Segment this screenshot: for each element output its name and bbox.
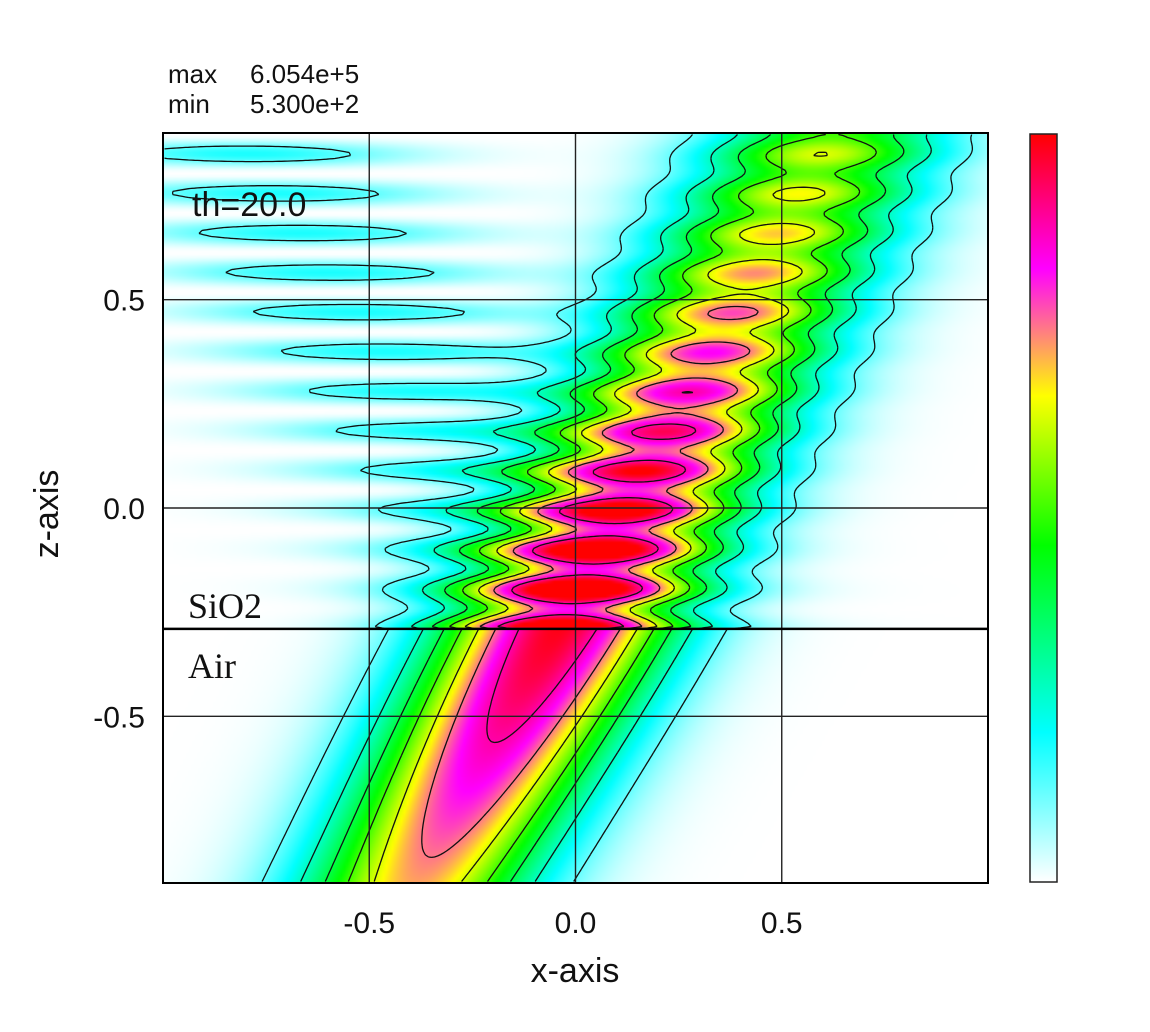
y-tick-label: 0.0 (103, 493, 145, 526)
x-tick-label: -0.5 (343, 907, 395, 940)
contour-level-7 (486, 390, 697, 744)
plot-frame (162, 132, 989, 884)
x-tick-label: 0.0 (555, 907, 597, 940)
contour-level-1 (164, 134, 974, 882)
min-value: 5.300e+2 (250, 89, 359, 119)
lower-medium-label: Air (188, 646, 236, 686)
plot-area (163, 133, 988, 883)
contour-level-3 (324, 134, 905, 882)
y-axis-label: z-axis (28, 470, 66, 559)
contour-level-2 (300, 134, 932, 882)
angle-annotation: th=20.0 (192, 186, 306, 224)
x-axis-ticks: -0.5 0.0 0.5 (343, 907, 802, 940)
contour-lines (164, 133, 974, 882)
min-label: min (168, 89, 210, 119)
y-axis-ticks: 0.5 0.0 -0.5 (93, 285, 145, 735)
grid-lines (163, 133, 988, 883)
contour-level-5 (373, 151, 828, 882)
colorbar (1029, 133, 1058, 883)
x-axis-label: x-axis (531, 952, 620, 990)
y-tick-label: -0.5 (93, 701, 145, 734)
x-tick-label: 0.5 (761, 907, 803, 940)
y-tick-label: 0.5 (103, 285, 145, 318)
contour-level-4 (347, 133, 878, 882)
upper-medium-label: SiO2 (188, 586, 262, 626)
max-value: 6.054e+5 (250, 59, 359, 89)
max-label: max (168, 59, 217, 89)
